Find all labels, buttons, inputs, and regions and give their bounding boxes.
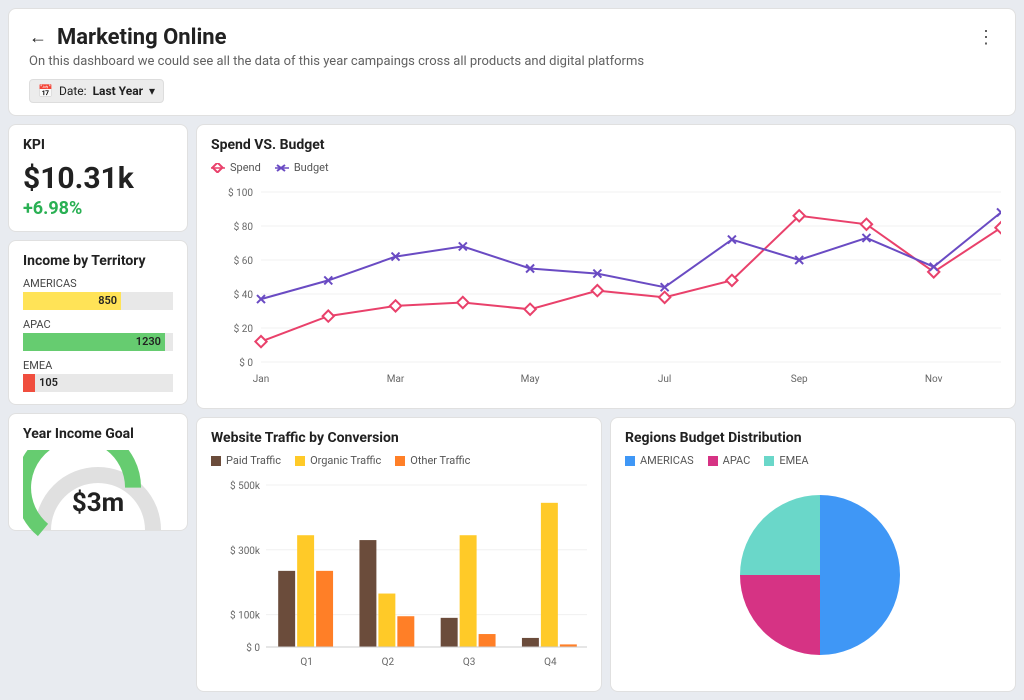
svg-text:May: May [521,374,540,385]
territory-list: AMERICAS 850 APAC 1230 EMEA 105 [23,277,173,392]
territory-label: APAC [23,318,173,331]
svg-text:Q3: Q3 [463,657,476,668]
svg-text:Mar: Mar [387,374,405,385]
legend-item: APAC [708,454,751,467]
page-title: Marketing Online [57,25,227,50]
pie-card: Regions Budget Distribution AMERICAS APAC… [610,417,1016,692]
svg-text:Sep: Sep [791,374,808,385]
spend-budget-card: Spend VS. Budget Spend Budget $ 0 $ 20 $ 40… [196,124,1016,409]
more-icon[interactable]: ⋮ [977,27,995,48]
page-subtitle: On this dashboard we could see all the d… [29,54,995,69]
svg-text:Jan: Jan [253,374,269,385]
year-goal-title: Year Income Goal [23,426,173,442]
legend-item: Spend [211,161,261,174]
svg-text:$ 80: $ 80 [234,220,254,233]
traffic-chart: $ 0 $ 100k $ 300k $ 500k Q1 Q2 Q3 Q4 [211,475,587,675]
year-goal-value: $3m [23,488,173,518]
year-goal-card: Year Income Goal $3m [8,413,188,531]
traffic-title: Website Traffic by Conversion [211,430,587,446]
svg-text:$ 0: $ 0 [246,641,260,654]
spend-budget-title: Spend VS. Budget [211,137,1001,153]
kpi-title: KPI [23,137,173,153]
calendar-icon: 📅 [38,84,53,98]
territory-label: AMERICAS [23,277,173,290]
legend-item: AMERICAS [625,454,694,467]
chevron-down-icon: ▾ [149,84,155,98]
legend-item: EMEA [764,454,808,467]
legend-item: Budget [275,161,329,174]
territory-label: EMEA [23,359,173,372]
svg-text:$ 100: $ 100 [228,186,253,199]
header-card: ← Marketing Online ⋮ On this dashboard w… [8,8,1016,116]
legend-item: Organic Traffic [295,454,381,467]
date-value: Last Year [93,84,143,98]
territory-bar: 850 [23,292,173,310]
income-territory-title: Income by Territory [23,253,173,269]
svg-text:$ 100k: $ 100k [230,609,261,622]
spend-budget-chart: $ 0 $ 20 $ 40 $ 60 $ 80 $ 100 Jan Mar May Jul Sep N… [211,182,1001,392]
svg-text:Q1: Q1 [300,657,313,668]
legend-item: Other Traffic [395,454,470,467]
traffic-legend: Paid Traffic Organic Traffic Other Traffic [211,454,587,467]
kpi-value: $10.31k [23,161,173,196]
date-label: Date: [59,84,87,98]
date-filter-chip[interactable]: 📅 Date: Last Year ▾ [29,79,164,103]
kpi-delta: +6.98% [23,198,173,219]
svg-text:$ 40: $ 40 [234,288,254,301]
svg-text:Jul: Jul [658,374,671,385]
svg-text:Nov: Nov [925,374,943,385]
territory-bar: 1230 [23,333,173,351]
pie-legend: AMERICAS APAC EMEA [625,454,1001,467]
income-territory-card: Income by Territory AMERICAS 850 APAC 1230 E… [8,240,188,405]
svg-text:Q2: Q2 [382,657,395,668]
svg-text:$ 0: $ 0 [239,356,253,369]
pie-title: Regions Budget Distribution [625,430,1001,446]
territory-bar: 105 [23,374,173,392]
traffic-card: Website Traffic by Conversion Paid Traff… [196,417,602,692]
svg-text:$ 60: $ 60 [234,254,254,267]
kpi-card: KPI $10.31k +6.98% [8,124,188,232]
back-arrow-icon[interactable]: ← [29,27,47,48]
svg-text:$ 300k: $ 300k [230,544,261,557]
svg-text:$ 20: $ 20 [234,322,254,335]
svg-text:$ 500k: $ 500k [230,479,261,492]
svg-text:Q4: Q4 [544,657,557,668]
legend-item: Paid Traffic [211,454,281,467]
pie-chart [625,475,1001,665]
spend-budget-legend: Spend Budget [211,161,1001,174]
